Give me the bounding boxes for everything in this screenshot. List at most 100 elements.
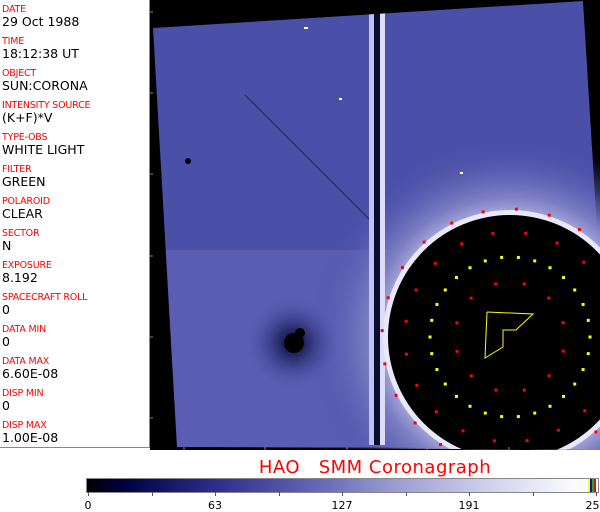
marker-red (469, 374, 473, 378)
colorbar-end-swatch (588, 479, 590, 492)
colorbar-tick-label: 191 (458, 499, 480, 512)
info-value: GREEN (2, 174, 46, 189)
marker-yellow (573, 288, 577, 292)
marker-polygon (484, 311, 535, 359)
info-field: TIME 18:12:38 UT (2, 36, 79, 61)
colorbar-tick-label: 63 (208, 499, 222, 512)
marker-red (514, 207, 518, 211)
info-field: DISP MAX 1.00E-08 (2, 420, 58, 445)
marker-yellow (573, 382, 577, 386)
colorbar (86, 478, 599, 493)
info-field: FILTER GREEN (2, 164, 46, 189)
pylon-bright-right (380, 5, 385, 445)
info-value: WHITE LIGHT (2, 142, 85, 157)
colorbar-tick (215, 492, 216, 496)
marker-yellow (443, 382, 447, 386)
info-value: 29 Oct 1988 (2, 14, 80, 29)
marker-yellow (435, 302, 439, 306)
marker-yellow (483, 259, 487, 263)
marker-red (522, 388, 526, 392)
info-label: TYPE-OBS (2, 132, 48, 143)
marker-red (561, 321, 565, 325)
marker-yellow (586, 352, 590, 356)
info-field: POLAROID CLEAR (2, 196, 50, 221)
info-label: DATA MAX (2, 356, 50, 367)
marker-red (400, 266, 404, 270)
marker-yellow (533, 259, 537, 263)
marker-red (577, 227, 581, 231)
marker-red (582, 260, 586, 264)
info-value: 18:12:38 UT (2, 46, 79, 61)
marker-yellow (500, 415, 504, 419)
colorbar-tick (469, 492, 470, 496)
info-field: DATA MIN 0 (2, 324, 46, 349)
marker-red (491, 231, 495, 235)
marker-yellow (483, 411, 487, 415)
info-value: 0 (2, 334, 10, 349)
colorbar-tick (151, 492, 153, 496)
info-value: 0 (2, 398, 10, 413)
axis-ticks-bottom (183, 447, 591, 450)
colorbar-tick (532, 492, 534, 496)
info-label: INTENSITY SOURCE (2, 100, 91, 111)
plot-title: HAO SMM Coronagraph (258, 457, 492, 478)
marker-red (455, 321, 459, 325)
colorbar-tick-label: 127 (331, 499, 353, 512)
marker-red (492, 439, 496, 443)
marker-red (414, 288, 418, 292)
marker-red (439, 443, 443, 447)
info-label: POLAROID (2, 196, 50, 207)
info-field: DISP MIN 0 (2, 388, 44, 413)
marker-red (461, 429, 465, 433)
marker-yellow (562, 394, 566, 398)
marker-yellow (454, 394, 458, 398)
colorbar-end-swatch (590, 479, 592, 492)
dark-spot (284, 333, 304, 353)
marker-red (415, 383, 419, 387)
info-field: DATA MAX 6.60E-08 (2, 356, 58, 381)
marker-red (404, 352, 408, 356)
marker-red (547, 296, 551, 300)
marker-yellow (468, 404, 472, 408)
marker-red (404, 319, 408, 323)
info-field: SPACECRAFT ROLL 0 (2, 292, 87, 317)
marker-red (566, 449, 570, 450)
grid-markers (380, 207, 598, 450)
info-label: OBJECT (2, 68, 37, 79)
colorbar-end-swatch (592, 479, 594, 492)
marker-yellow (468, 266, 472, 270)
info-value: 6.60E-08 (2, 366, 59, 381)
marker-red (460, 242, 464, 246)
marker-yellow (516, 255, 520, 259)
marker-yellow (588, 335, 592, 339)
marker-yellow (548, 266, 552, 270)
info-value: 0 (2, 302, 10, 317)
info-label: SPACECRAFT ROLL (2, 292, 88, 303)
marker-red (594, 430, 598, 434)
marker-red (433, 261, 437, 265)
info-value: CLEAR (2, 206, 43, 221)
info-value: 8.192 (2, 270, 38, 285)
info-label: SECTOR (2, 228, 40, 239)
marker-yellow (548, 404, 552, 408)
coronagraph-image (150, 0, 600, 450)
marker-yellow (500, 255, 504, 259)
info-label: DISP MAX (2, 420, 47, 431)
colorbar-tick (405, 492, 407, 496)
colorbar-tick (596, 492, 597, 496)
marker-yellow (443, 288, 447, 292)
info-label: FILTER (2, 164, 32, 175)
marker-red (380, 329, 384, 333)
marker-red (413, 421, 417, 425)
info-field: DATE 29 Oct 1988 (2, 4, 79, 29)
marker-red (481, 210, 485, 214)
marker-yellow (430, 352, 434, 356)
info-label: EXPOSURE (2, 260, 52, 271)
info-field: TYPE-OBS WHITE LIGHT (2, 132, 84, 157)
marker-red (522, 282, 526, 286)
colorbar-tick (342, 492, 343, 496)
marker-red (422, 240, 426, 244)
marker-red (583, 409, 587, 413)
colorbar-tick (88, 492, 89, 496)
info-value: N (2, 238, 12, 253)
